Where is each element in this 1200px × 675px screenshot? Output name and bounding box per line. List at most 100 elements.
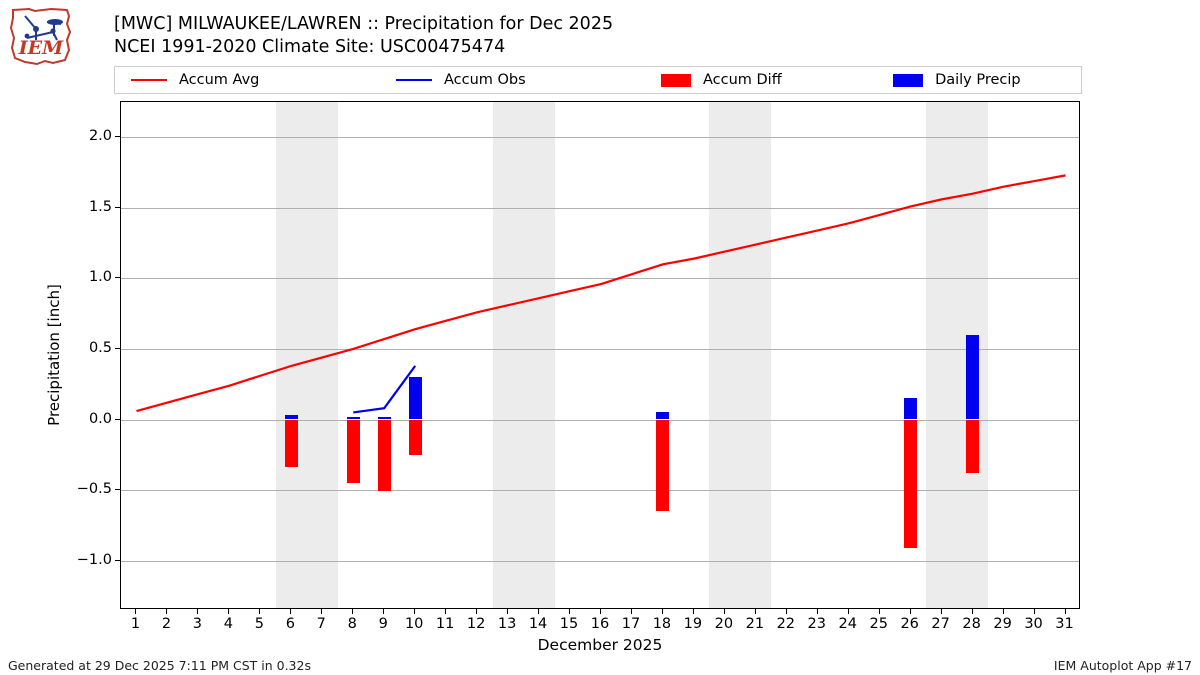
x-tick-label: 19 (683, 616, 703, 632)
daily-precip-bar (966, 334, 980, 420)
chart-title-block: [MWC] MILWAUKEE/LAWREN :: Precipitation … (114, 13, 613, 59)
x-tick-mark (693, 609, 694, 614)
x-tick-mark (972, 609, 973, 614)
x-tick-mark (910, 609, 911, 614)
x-tick-mark (755, 609, 756, 614)
x-tick-label: 31 (1055, 616, 1074, 632)
x-tick-mark (662, 609, 663, 614)
daily-precip-bar (904, 398, 918, 420)
accum-diff-bar (656, 419, 670, 512)
y-tick-label: 1.5 (88, 198, 112, 215)
x-tick-mark (166, 609, 167, 614)
x-tick-label: 4 (223, 616, 233, 632)
x-tick-label: 20 (714, 616, 734, 632)
y-tick-label: 0.0 (88, 410, 112, 427)
x-tick-mark (1065, 609, 1066, 614)
app-credit: IEM Autoplot App #17 (1053, 658, 1192, 673)
x-tick-mark (383, 609, 384, 614)
x-tick-label: 26 (900, 616, 919, 632)
x-tick-label: 29 (993, 616, 1012, 632)
accum-obs-line (353, 365, 417, 414)
box-swatch-icon (660, 73, 691, 87)
y-tick-mark (115, 419, 120, 420)
x-tick-label: 16 (590, 616, 610, 632)
x-tick-label: 10 (404, 616, 424, 632)
page-subtitle: NCEI 1991-2020 Climate Site: USC00475474 (114, 37, 506, 57)
y-tick-mark (115, 136, 120, 137)
x-tick-label: 24 (838, 616, 857, 632)
x-tick-mark (228, 609, 229, 614)
legend-item-accum-avg[interactable]: Accum Avg (115, 67, 380, 93)
x-tick-mark (259, 609, 260, 614)
x-tick-label: 8 (347, 616, 357, 632)
x-tick-mark (321, 609, 322, 614)
weekend-band (709, 102, 772, 608)
accum-diff-bar (284, 419, 298, 468)
x-tick-label: 13 (497, 616, 517, 632)
legend-item-daily-precip[interactable]: Daily Precip (877, 67, 1081, 93)
x-tick-mark (538, 609, 539, 614)
x-tick-mark (600, 609, 601, 614)
x-tick-label: 25 (869, 616, 888, 632)
box-swatch-icon (893, 73, 924, 87)
x-tick-mark (941, 609, 942, 614)
x-tick-label: 1 (130, 616, 141, 632)
series-lines (136, 174, 1066, 414)
x-tick-label: 22 (776, 616, 796, 632)
plot-area[interactable] (120, 101, 1080, 609)
x-tick-mark (724, 609, 725, 614)
iem-logo-text: IEM (18, 37, 64, 59)
x-axis-label: December 2025 (537, 636, 663, 654)
y-tick-mark (115, 560, 120, 561)
x-tick-mark (290, 609, 291, 614)
daily-precip-bar (656, 412, 670, 420)
y-tick-mark (115, 489, 120, 490)
x-tick-mark (445, 609, 446, 614)
line-swatch-icon (131, 79, 167, 81)
gridline (121, 278, 1079, 279)
x-tick-label: 11 (435, 616, 455, 632)
y-tick-mark (115, 348, 120, 349)
x-tick-mark (848, 609, 849, 614)
x-tick-label: 15 (559, 616, 579, 632)
accum-diff-bar (346, 419, 360, 483)
x-tick-label: 30 (1024, 616, 1043, 632)
gridline (121, 208, 1079, 209)
y-tick-mark (115, 207, 120, 208)
legend-label: Accum Diff (702, 72, 782, 88)
accum-diff-bar (904, 419, 918, 548)
gridline (121, 420, 1079, 421)
x-tick-mark (879, 609, 880, 614)
legend-item-accum-obs[interactable]: Accum Obs (380, 67, 645, 93)
x-tick-label: 14 (528, 616, 548, 632)
y-tick-label: 2.0 (88, 128, 112, 145)
legend-label: Accum Avg (179, 72, 260, 88)
x-tick-label: 18 (652, 616, 672, 632)
x-tick-label: 9 (378, 616, 388, 632)
iem-logo[interactable]: IEM (5, 6, 77, 68)
gridline (121, 561, 1079, 562)
line-swatch-icon (395, 79, 432, 81)
weekend-band (492, 102, 555, 608)
daily-precip-bar (284, 415, 298, 420)
x-tick-mark (631, 609, 632, 614)
x-tick-mark (135, 609, 136, 614)
generated-timestamp: Generated at 29 Dec 2025 7:11 PM CST in … (8, 658, 311, 673)
accum-diff-bar (408, 419, 422, 455)
x-tick-mark (197, 609, 198, 614)
gridline (121, 137, 1079, 138)
x-tick-mark (817, 609, 818, 614)
x-tick-label: 27 (931, 616, 950, 632)
x-tick-label: 12 (466, 616, 486, 632)
legend-item-accum-diff[interactable]: Accum Diff (645, 67, 877, 93)
x-tick-mark (1003, 609, 1004, 614)
x-tick-label: 17 (621, 616, 641, 632)
plot-canvas (121, 102, 1079, 608)
daily-precip-bar (377, 416, 391, 420)
gridline (121, 490, 1079, 491)
x-tick-label: 5 (254, 616, 264, 632)
x-tick-mark (786, 609, 787, 614)
gridline (121, 349, 1079, 350)
x-tick-label: 6 (285, 616, 295, 632)
